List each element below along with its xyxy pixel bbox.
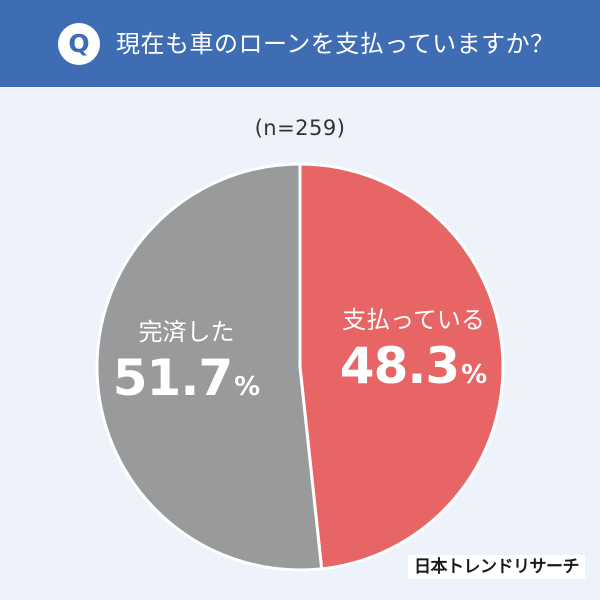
slice-label-paid-off: 完済した (138, 318, 235, 347)
brand-logo: 日本トレンドリサーチ (408, 555, 585, 579)
question-title: 現在も車のローンを支払っていますか？ (116, 30, 555, 58)
header-bar: Q 現在も車のローンを支払っていますか？ (0, 0, 600, 87)
slice-value-paying-unit: % (461, 359, 488, 390)
question-badge: Q (58, 23, 100, 65)
slice-label-paying: 支払っている (342, 305, 485, 334)
slice-value-paid-off: 51.7% (76, 349, 296, 407)
pie-slice-paying (298, 162, 505, 571)
slice-value-paid-off-number: 51.7 (112, 349, 233, 408)
pie-slice-paid-off (95, 162, 324, 572)
slice-value-paid-off-unit: % (234, 372, 261, 403)
slice-value-paying-number: 48.3 (339, 336, 460, 395)
slice-value-paying: 48.3% (304, 337, 524, 395)
sample-size: (n=259) (254, 116, 346, 140)
